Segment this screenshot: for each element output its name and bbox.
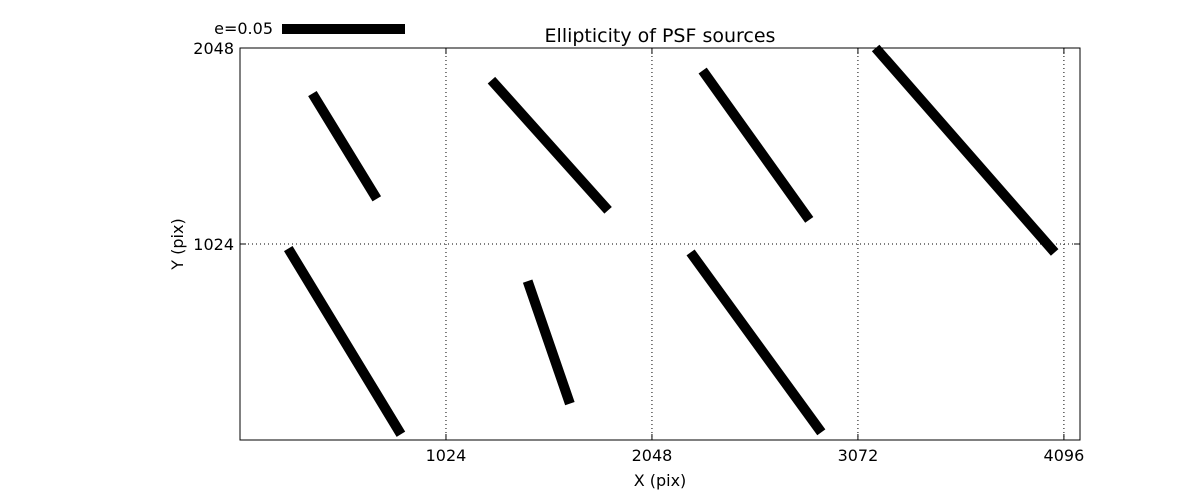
ellipticity-stick-source-4 xyxy=(871,44,1059,256)
x-tick-label: 4096 xyxy=(1044,446,1085,465)
y-tick-label: 1024 xyxy=(193,235,234,254)
ellipticity-stick-source-3 xyxy=(698,67,814,223)
legend-scale-bar xyxy=(282,24,405,34)
ellipticity-stick-source-5 xyxy=(284,246,406,437)
x-axis-label: X (pix) xyxy=(634,471,687,490)
ellipticity-stick-source-1 xyxy=(308,90,382,202)
ellipticity-stick-source-2 xyxy=(487,76,612,214)
y-axis-ticks: 1024 2048 xyxy=(193,39,1080,254)
x-axis-ticks: 1024 2048 3072 4096 xyxy=(426,48,1085,465)
ellipticity-sticks xyxy=(284,44,1059,437)
x-tick-label: 3072 xyxy=(838,446,879,465)
legend-label: e=0.05 xyxy=(214,19,273,38)
chart-title: Ellipticity of PSF sources xyxy=(545,25,776,47)
y-tick-label: 2048 xyxy=(193,39,234,58)
ellipticity-stick-source-7 xyxy=(686,249,826,436)
x-tick-label: 2048 xyxy=(632,446,673,465)
y-axis-label: Y (pix) xyxy=(168,218,187,270)
x-tick-label: 1024 xyxy=(426,446,467,465)
ellipticity-stick-source-6 xyxy=(522,279,575,406)
